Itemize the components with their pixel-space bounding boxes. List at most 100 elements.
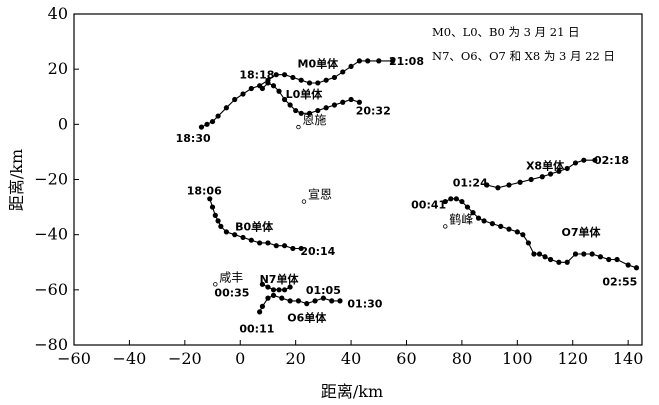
- data-point: [376, 58, 382, 64]
- data-point: [295, 298, 302, 304]
- data-point: [281, 96, 288, 103]
- data-point: [312, 298, 318, 304]
- data-point: [290, 74, 296, 81]
- y-tick-label: −40: [34, 225, 68, 244]
- series-6: [442, 196, 640, 271]
- label-layer: 18:30 21:08 18:18 20:32 18:06 20:14 00:35 00:11…: [176, 55, 638, 336]
- time-label: 01:24: [453, 176, 488, 189]
- data-point: [506, 226, 512, 232]
- data-point: [257, 240, 263, 246]
- data-point: [232, 232, 238, 238]
- tick-labels: −60 −40 −20 0 20 40 60 80 100 120 140−80−60−40−200…: [34, 4, 643, 368]
- data-point: [459, 198, 465, 205]
- data-point: [625, 262, 631, 268]
- data-point: [320, 295, 326, 301]
- x-tick-label: 40: [341, 349, 361, 368]
- data-point: [517, 179, 523, 185]
- data-point: [581, 157, 587, 163]
- time-label: 18:18: [239, 69, 274, 82]
- y-tick-label: −20: [34, 170, 68, 189]
- data-point: [539, 174, 545, 180]
- time-label: 00:35: [214, 287, 249, 300]
- data-point: [597, 254, 604, 260]
- data-point: [348, 63, 354, 70]
- data-point: [542, 254, 548, 260]
- data-point: [276, 88, 282, 94]
- data-point: [489, 221, 495, 227]
- time-label: 18:06: [187, 185, 222, 198]
- data-point: [606, 256, 612, 263]
- data-point: [281, 287, 288, 293]
- data-point: [564, 259, 570, 265]
- x-axis-label: 距离/km: [321, 382, 383, 401]
- data-point: [525, 240, 532, 246]
- data-point: [556, 259, 562, 265]
- series-3: [259, 281, 293, 293]
- data-point: [223, 105, 229, 111]
- data-point: [248, 85, 254, 92]
- data-point: [340, 99, 346, 105]
- data-point: [470, 210, 476, 216]
- place-label: 宣恩: [308, 187, 332, 202]
- data-point: [290, 245, 296, 252]
- data-point: [215, 218, 221, 224]
- time-label: 02:55: [602, 276, 637, 289]
- x-tick-label: −20: [168, 349, 202, 368]
- data-point: [273, 243, 279, 249]
- data-point: [572, 160, 579, 166]
- data-point: [514, 229, 520, 235]
- data-point: [528, 176, 534, 183]
- storm-label: N7单体: [260, 272, 300, 286]
- data-point: [592, 157, 598, 163]
- data-point: [209, 204, 216, 210]
- data-point: [340, 69, 346, 75]
- storm-label: B0单体: [235, 219, 274, 233]
- data-point: [270, 83, 277, 89]
- data-point: [259, 303, 266, 309]
- data-point: [204, 121, 210, 127]
- time-label: 21:08: [389, 55, 424, 68]
- data-point: [365, 58, 371, 64]
- data-point: [281, 72, 288, 78]
- data-point: [259, 85, 266, 92]
- time-label: 02:18: [594, 154, 629, 167]
- x-tick-label: 0: [235, 349, 245, 368]
- storm-label: L0单体: [286, 87, 324, 101]
- data-point: [223, 229, 229, 235]
- data-point: [240, 234, 246, 241]
- data-point: [198, 124, 205, 130]
- data-point: [506, 182, 512, 188]
- series-line: [445, 198, 637, 269]
- series-layer: [198, 58, 640, 315]
- data-point: [464, 204, 471, 210]
- plot-frame: [73, 13, 643, 346]
- data-point: [209, 118, 216, 125]
- data-point: [547, 256, 554, 263]
- data-point: [475, 215, 482, 221]
- data-point: [265, 80, 271, 86]
- data-point: [337, 298, 343, 304]
- place-marker: [213, 282, 218, 287]
- x-tick-label: 140: [613, 349, 644, 368]
- data-point: [248, 237, 254, 243]
- data-point: [448, 196, 454, 202]
- time-label: 01:30: [347, 298, 382, 311]
- data-point: [270, 287, 277, 293]
- series-1: [259, 80, 362, 116]
- time-label: 00:41: [411, 198, 446, 211]
- data-point: [572, 251, 579, 257]
- data-point: [259, 281, 266, 287]
- x-tick-label: −60: [57, 349, 91, 368]
- place-marker: [296, 124, 301, 130]
- data-point: [240, 91, 246, 97]
- data-point: [298, 245, 304, 252]
- place-marker: [443, 224, 448, 229]
- data-point: [356, 99, 362, 105]
- storm-label: O7单体: [562, 225, 602, 239]
- series-4: [257, 292, 343, 315]
- time-label: 20:14: [300, 245, 335, 258]
- date-note-2: N7、O6、O7 和 X8 为 3 月 22 日: [432, 49, 615, 63]
- data-point: [212, 212, 218, 218]
- storm-label: O6单体: [287, 310, 327, 324]
